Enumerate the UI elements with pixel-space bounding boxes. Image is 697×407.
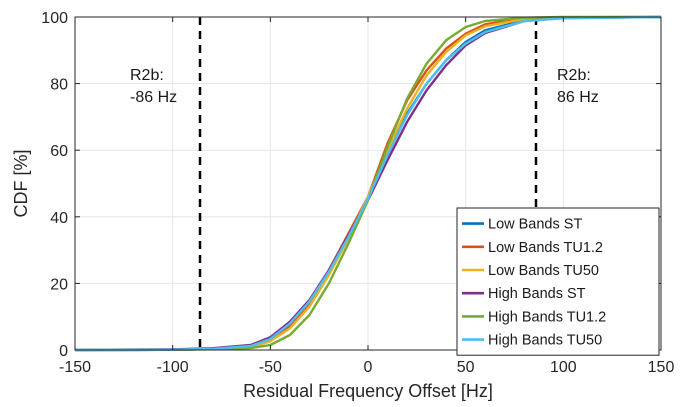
annotation-right: R2b: 86 Hz	[557, 67, 599, 106]
y-tick-label: 20	[50, 276, 68, 293]
x-tick-label: 150	[648, 359, 675, 376]
x-tick-label: -100	[157, 359, 189, 376]
x-tick-label: 50	[457, 359, 475, 376]
y-axis-label: CDF [%]	[11, 149, 31, 217]
x-tick-label: 100	[550, 359, 577, 376]
legend-items: Low Bands ST Low Bands TU1.2 Low Bands TU5…	[462, 217, 606, 349]
y-tick-label: 0	[59, 343, 68, 360]
annotation-left-line1: R2b:	[130, 67, 164, 84]
legend-label: High Bands TU50	[488, 333, 602, 349]
y-tick-label: 60	[50, 143, 68, 160]
legend-label: Low Bands TU1.2	[488, 240, 603, 256]
legend-label: Low Bands ST	[488, 217, 582, 233]
x-axis-label: Residual Frequency Offset [Hz]	[243, 381, 493, 401]
annotation-left-line2: -86 Hz	[130, 89, 177, 106]
x-tick-label: -50	[259, 359, 282, 376]
legend: Low Bands ST Low Bands TU1.2 Low Bands TU5…	[456, 207, 660, 356]
y-tick-label: 40	[50, 210, 68, 227]
data-series	[74, 15, 662, 352]
legend-label: High Bands TU1.2	[488, 309, 606, 325]
y-tick-label: 80	[50, 77, 68, 94]
series-line-6	[75, 15, 662, 352]
annotation-left: R2b: -86 Hz	[130, 67, 177, 106]
legend-box	[456, 207, 660, 356]
y-tick-label: 100	[41, 10, 68, 27]
x-tick-label: 0	[364, 359, 373, 376]
annotation-right-line2: 86 Hz	[557, 89, 599, 106]
legend-label: Low Bands TU50	[488, 263, 599, 279]
annotation-right-line1: R2b:	[557, 67, 591, 84]
x-tick-label: -150	[59, 359, 91, 376]
legend-label: High Bands ST	[488, 286, 586, 302]
tick-labels: -150 -100 -50 0 50 100 150 0 20 40 60 80 100	[41, 10, 674, 376]
